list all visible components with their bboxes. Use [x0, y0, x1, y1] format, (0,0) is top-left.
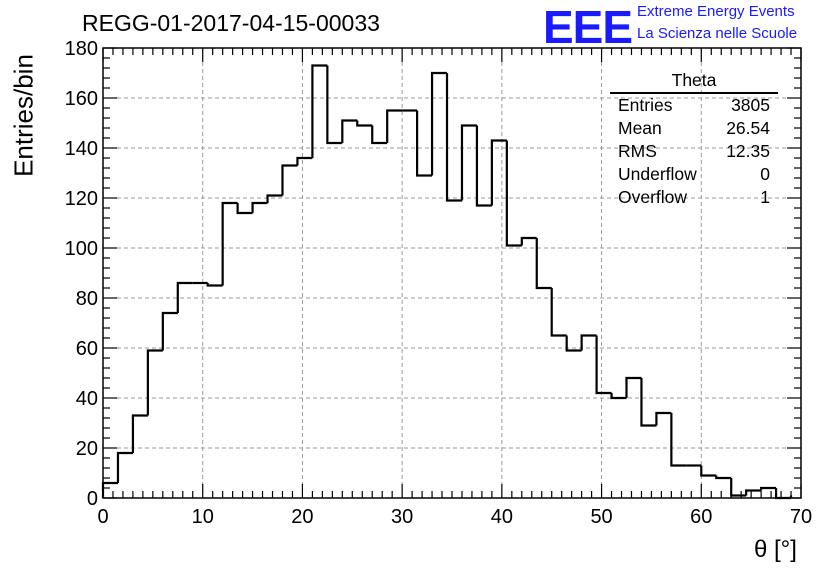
stats-row: Mean 26.54: [610, 117, 778, 140]
histogram-bin: [371, 125, 388, 145]
histogram-bin: [221, 201, 238, 286]
histogram-bin: [580, 334, 597, 351]
stats-value: 3805: [731, 95, 770, 115]
histogram-bin: [341, 119, 358, 143]
histogram-bin: [251, 201, 268, 213]
eee-logo: EEE: [543, 1, 633, 53]
histogram-bin: [311, 64, 328, 158]
histogram-bin: [715, 475, 732, 480]
histogram-bin: [610, 393, 627, 400]
chart-title: REGG-01-2017-04-15-00033: [82, 10, 380, 36]
histogram-bin: [700, 465, 717, 477]
y-tick-label: 140: [65, 138, 98, 160]
stats-row: RMS 12.35: [610, 140, 778, 163]
stats-row: Entries 3805: [610, 94, 778, 117]
histogram-bin: [595, 335, 612, 395]
x-tick-label: 20: [291, 506, 313, 528]
stats-value: 26.54: [726, 118, 770, 138]
histogram-bin: [730, 478, 747, 497]
histogram-bin: [520, 236, 537, 246]
histogram-bin: [745, 489, 762, 496]
histogram-bin: [535, 238, 552, 290]
histogram-bin: [266, 194, 283, 203]
grid: [103, 48, 801, 498]
histogram-bin: [625, 376, 642, 398]
logo-line-1: Extreme Energy Events: [637, 3, 795, 20]
y-tick-label: 120: [65, 188, 98, 210]
histogram-bin: [430, 71, 448, 176]
histogram-bin: [460, 124, 477, 201]
stats-label: Entries: [618, 95, 673, 115]
histogram-bin: [550, 288, 567, 337]
stats-value: 1: [760, 187, 770, 207]
histogram-bin: [236, 203, 253, 215]
histogram-bin: [386, 109, 403, 143]
y-tick-label: 160: [65, 88, 98, 110]
histogram-bin: [131, 414, 148, 453]
histogram-bin: [475, 125, 492, 207]
histogram-bin: [176, 281, 193, 313]
stats-label: RMS: [618, 141, 657, 161]
y-tick-label: 40: [76, 388, 98, 410]
histogram-bin: [101, 481, 118, 498]
histogram-bin: [281, 164, 298, 196]
x-axis-label: θ [°]: [754, 536, 797, 563]
histogram-bin: [640, 378, 657, 427]
stats-label: Mean: [618, 118, 662, 138]
stats-value: 0: [760, 164, 770, 184]
histogram-bin: [161, 311, 178, 351]
histogram-bin: [326, 65, 343, 145]
histogram-bin: [565, 335, 582, 352]
x-tick-label: 40: [491, 506, 513, 528]
histogram-bin: [296, 156, 313, 166]
histogram-bin: [356, 120, 373, 127]
histogram-bin: [505, 140, 522, 247]
stats-value: 12.35: [726, 141, 770, 161]
histogram-bin: [655, 411, 672, 426]
histogram-bins: [101, 64, 793, 500]
x-tick-label: 50: [590, 506, 612, 528]
stats-label: Overflow: [618, 187, 688, 207]
stats-row: Overflow 1: [610, 186, 778, 209]
y-axis-label: Entries/bin: [8, 54, 39, 177]
y-tick-label: 0: [87, 488, 98, 510]
stats-row: Underflow 0: [610, 163, 778, 186]
stats-label: Underflow: [618, 164, 697, 184]
histogram-bin: [670, 413, 687, 467]
x-tick-label: 70: [790, 506, 812, 528]
y-tick-label: 80: [76, 288, 98, 310]
y-tick-label: 180: [65, 38, 98, 60]
histogram-bin: [146, 349, 163, 416]
histogram-bin: [445, 73, 462, 202]
x-tick-label: 60: [690, 506, 712, 528]
histogram-bin: [206, 283, 223, 287]
x-tick-label: 30: [391, 506, 413, 528]
histogram-bin: [116, 451, 133, 483]
y-tick-label: 100: [65, 238, 98, 260]
y-tick-label: 20: [76, 438, 98, 460]
stats-title: Theta: [610, 70, 778, 94]
x-tick-label: 10: [192, 506, 214, 528]
x-tick-label: 0: [97, 506, 108, 528]
y-tick-label: 60: [76, 338, 98, 360]
histogram-bin: [416, 110, 433, 177]
logo-line-2: La Scienza nelle Scuole: [637, 25, 798, 42]
histogram-bin: [490, 139, 507, 206]
histogram-bin: [774, 488, 792, 500]
histogram-bin: [760, 486, 777, 491]
stats-box: Theta Entries 3805 Mean 26.54 RMS 12.35 Und…: [610, 70, 778, 209]
